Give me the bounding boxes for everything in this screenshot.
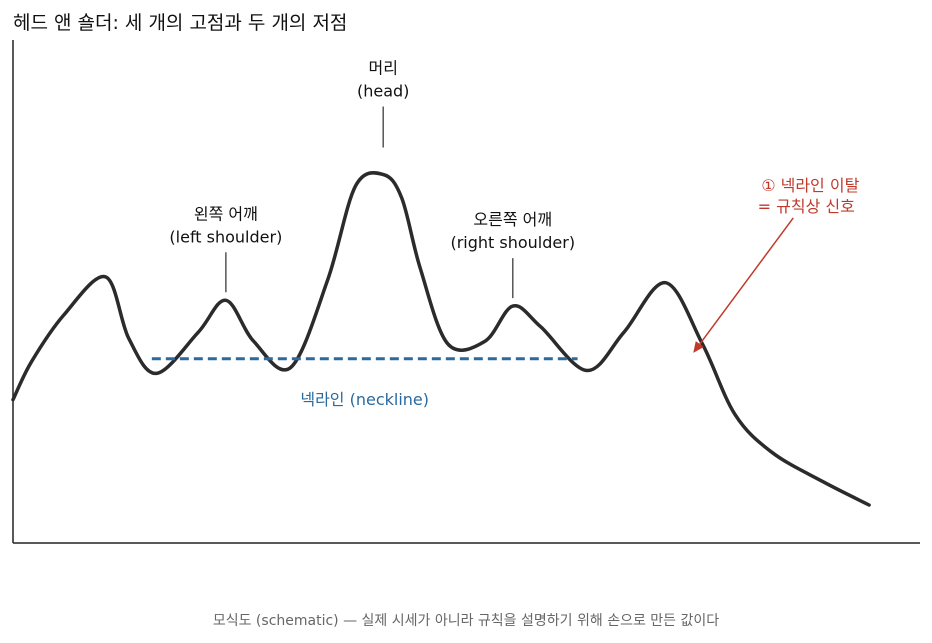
price-line-0 xyxy=(11,171,871,507)
left-shoulder-sublabel: (left shoulder) xyxy=(169,227,282,246)
left-shoulder-label: 왼쪽 어깨 xyxy=(194,204,258,223)
breakout-arrow xyxy=(699,217,794,345)
right-shoulder-sublabel: (right shoulder) xyxy=(450,233,575,252)
breakout-sublabel: = 규칙상 신호 xyxy=(758,197,855,216)
series-layer xyxy=(11,171,871,507)
breakout-arrowhead xyxy=(693,341,704,353)
head-sublabel: (head) xyxy=(357,82,409,101)
chart-title: 헤드 앤 숄더: 세 개의 고점과 두 개의 저점 xyxy=(13,12,348,34)
head-label: 머리 xyxy=(368,59,397,78)
breakout-label: ① 넥라인 이탈 xyxy=(761,176,859,195)
right-shoulder-label: 오른쪽 어깨 xyxy=(473,210,552,229)
neckline-label: 넥라인 (neckline) xyxy=(300,390,429,409)
chart-caption: 모식도 (schematic) — 실제 시세가 아니라 규칙을 설명하기 위해… xyxy=(212,613,720,629)
